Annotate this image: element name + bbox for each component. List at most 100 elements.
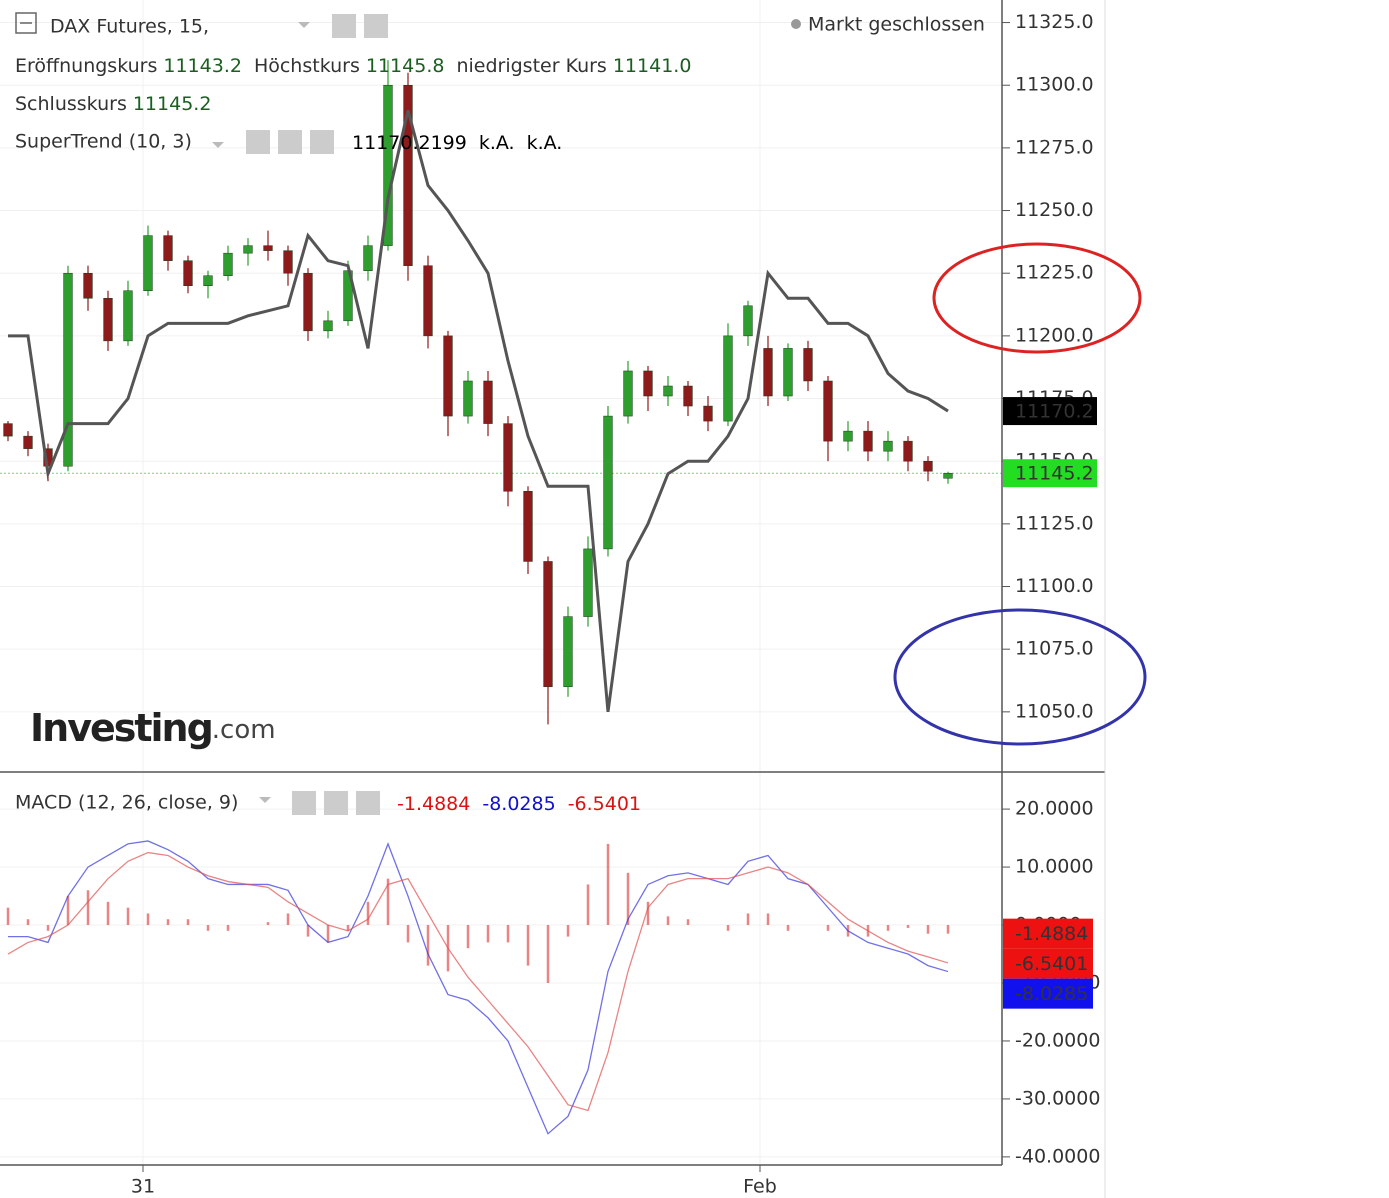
candle-body	[563, 616, 573, 688]
dropdown-arrow[interactable]	[259, 797, 271, 803]
eye-button[interactable]	[292, 791, 316, 815]
candle-body	[3, 423, 13, 437]
candle-body	[663, 385, 673, 397]
indicator-value: -8.0285	[482, 793, 555, 815]
marks	[0, 60, 1002, 1135]
dropdown-arrow[interactable]	[298, 22, 310, 28]
x-tick-label: Feb	[743, 1176, 777, 1198]
indicator-badge	[1003, 978, 1093, 1009]
indicator-value: -6.5401	[568, 793, 641, 815]
eye-button[interactable]	[246, 130, 270, 154]
candle-body	[783, 348, 793, 397]
candle-body	[523, 491, 533, 562]
candle-body	[403, 84, 413, 266]
candle-body	[883, 440, 893, 452]
collapse-button[interactable]	[15, 12, 37, 34]
candle-body	[143, 235, 153, 292]
price-badge	[1003, 397, 1097, 426]
annotation-ellipse	[893, 608, 1147, 746]
annotation-ellipse	[932, 242, 1142, 354]
y-tick-label: 10.0000	[1015, 856, 1094, 878]
y-tick-label: 11075.0	[1015, 638, 1094, 660]
y-tick-label: -40.0000	[1015, 1145, 1100, 1167]
indicator-badge	[1003, 948, 1093, 979]
settings-button[interactable]	[364, 14, 388, 38]
legend-value: 11145.8	[366, 55, 445, 77]
candle-body	[63, 272, 73, 467]
legend-label: niedrigster Kurs	[456, 55, 606, 77]
dropdown-arrow[interactable]	[212, 142, 224, 148]
labels: 11050.011075.011100.011125.011150.011175…	[15, 11, 1100, 1197]
y-tick-label: 11275.0	[1015, 136, 1094, 158]
watermark: Investing.com	[30, 706, 276, 750]
candle-body	[83, 272, 93, 299]
settings-button[interactable]	[278, 130, 302, 154]
y-tick-label: -30.0000	[1015, 1087, 1100, 1109]
candle-body	[723, 335, 733, 422]
candle-body	[643, 370, 653, 397]
candle-body	[703, 405, 713, 422]
candle-body	[103, 298, 113, 342]
candle-body	[163, 235, 173, 261]
y-tick-label: -20.0000	[1015, 1029, 1100, 1051]
y-tick-label: 11300.0	[1015, 74, 1094, 96]
legend-value: 11141.0	[613, 55, 692, 77]
y-tick-label: 11225.0	[1015, 262, 1094, 284]
candle-body	[583, 548, 593, 617]
indicator-name: MACD (12, 26, close, 9)	[15, 792, 238, 814]
macd-line	[8, 840, 949, 1135]
y-tick-label: 11200.0	[1015, 324, 1094, 346]
indicator-value: k.A.	[527, 132, 563, 154]
y-tick-label: 11250.0	[1015, 199, 1094, 221]
indicator-badge-label: -8.0285	[1015, 983, 1088, 1005]
indicator-value: -1.4884	[397, 793, 470, 815]
candle-body	[463, 380, 473, 417]
candle-body	[323, 320, 333, 332]
candle-body	[263, 245, 273, 251]
candle-body	[823, 380, 833, 442]
grid	[0, 0, 1002, 1165]
price-badge-label: 11170.2	[1015, 401, 1094, 423]
candle-body	[423, 265, 433, 337]
watermark-domain: .com	[212, 715, 276, 745]
macd-line	[7, 851, 949, 1112]
candle-body	[863, 430, 873, 452]
candle-body	[443, 335, 453, 417]
legend-label: Eröffnungskurs	[15, 55, 157, 77]
remove-button[interactable]	[310, 130, 334, 154]
legend-value: 11145.2	[133, 93, 212, 115]
y-tick-label: 11325.0	[1015, 11, 1094, 33]
x-tick-label: 31	[131, 1176, 155, 1198]
candle-body	[363, 245, 373, 271]
candle-body	[203, 275, 213, 286]
eye-button[interactable]	[332, 14, 356, 38]
candle-body	[843, 430, 853, 442]
candle-body	[183, 260, 193, 286]
legend-label: Höchstkurs	[254, 55, 360, 77]
watermark-brand: Investing	[30, 706, 212, 750]
candle-body	[383, 84, 393, 246]
candle-body	[503, 423, 513, 492]
candle-body	[903, 440, 913, 462]
y-tick-label: 20.0000	[1015, 798, 1094, 820]
candle-body	[743, 305, 753, 337]
candle-body	[943, 472, 953, 479]
indicator-badge-label: -6.5401	[1015, 953, 1088, 975]
candle-body	[243, 245, 253, 254]
indicator-values: -1.4884 -8.0285 -6.5401	[397, 793, 641, 815]
legend-value: 11143.2	[163, 55, 242, 77]
candle-body	[603, 415, 613, 550]
chart-title: DAX Futures, 15,	[50, 16, 209, 38]
candle-body	[23, 435, 33, 449]
remove-button[interactable]	[356, 791, 380, 815]
candle-body	[123, 290, 133, 342]
indicator-value: 11170.2199	[352, 132, 467, 154]
candle-body	[683, 385, 693, 407]
market-status: Markt geschlossen	[808, 14, 985, 36]
candle-body	[303, 272, 313, 332]
settings-button[interactable]	[324, 791, 348, 815]
candle-body	[923, 460, 933, 472]
